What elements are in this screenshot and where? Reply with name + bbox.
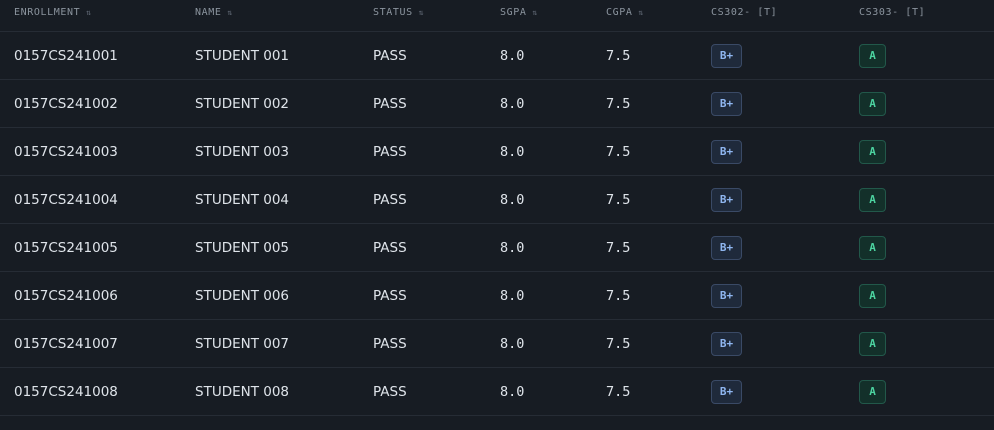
grade-badge-cs303: A — [859, 91, 886, 116]
table-body: 0157CS241001 STUDENT 001 PASS 8.0 7.5 B+… — [0, 32, 994, 416]
cgpa-cell: 7.5 — [606, 47, 631, 64]
column-header-label: CS302- [T] — [711, 7, 778, 18]
table-row[interactable]: 0157CS241004 STUDENT 004 PASS 8.0 7.5 B+… — [0, 176, 994, 224]
cgpa-cell: 7.5 — [606, 383, 631, 400]
sort-icon[interactable]: ⇅ — [532, 8, 538, 17]
sgpa-cell: 8.0 — [500, 383, 525, 400]
grade-badge-cs302: B+ — [711, 283, 742, 308]
sort-icon[interactable]: ⇅ — [86, 8, 92, 17]
column-header-label: STATUS — [373, 7, 413, 18]
grade-badge-cs303: A — [859, 43, 886, 68]
grade-badge-cs302: B+ — [711, 331, 742, 356]
status-cell: PASS — [373, 335, 407, 352]
enrollment-cell: 0157CS241008 — [14, 383, 118, 400]
column-header-cs303: CS303- [T] — [859, 0, 925, 31]
sort-icon[interactable]: ⇅ — [227, 8, 233, 17]
status-cell: PASS — [373, 47, 407, 64]
enrollment-cell: 0157CS241007 — [14, 335, 118, 352]
status-cell: PASS — [373, 239, 407, 256]
column-header-label: CS303- [T] — [859, 7, 926, 18]
column-header-label: NAME — [195, 7, 222, 18]
sgpa-cell: 8.0 — [500, 47, 525, 64]
enrollment-cell: 0157CS241004 — [14, 191, 118, 208]
status-cell: PASS — [373, 191, 407, 208]
column-header-cs302: CS302- [T] — [711, 0, 777, 31]
name-cell: STUDENT 001 — [195, 47, 290, 64]
grade-badge-cs302: B+ — [711, 91, 742, 116]
table-row[interactable]: 0157CS241003 STUDENT 003 PASS 8.0 7.5 B+… — [0, 128, 994, 176]
table-header: ENROLLMENT ⇅ NAME ⇅ STATUS ⇅ SGPA ⇅ CGPA… — [0, 0, 994, 32]
name-cell: STUDENT 003 — [195, 143, 290, 160]
table-row[interactable]: 0157CS241005 STUDENT 005 PASS 8.0 7.5 B+… — [0, 224, 994, 272]
table-row[interactable]: 0157CS241008 STUDENT 008 PASS 8.0 7.5 B+… — [0, 368, 994, 416]
table-row[interactable]: 0157CS241001 STUDENT 001 PASS 8.0 7.5 B+… — [0, 32, 994, 80]
cgpa-cell: 7.5 — [606, 143, 631, 160]
grade-badge-cs303: A — [859, 187, 886, 212]
column-header-cgpa[interactable]: CGPA ⇅ — [606, 0, 644, 31]
cgpa-cell: 7.5 — [606, 287, 631, 304]
cgpa-cell: 7.5 — [606, 239, 631, 256]
table-row[interactable]: 0157CS241006 STUDENT 006 PASS 8.0 7.5 B+… — [0, 272, 994, 320]
cgpa-cell: 7.5 — [606, 191, 631, 208]
sgpa-cell: 8.0 — [500, 191, 525, 208]
grade-badge-cs303: A — [859, 379, 886, 404]
name-cell: STUDENT 007 — [195, 335, 290, 352]
column-header-sgpa[interactable]: SGPA ⇅ — [500, 0, 538, 31]
sgpa-cell: 8.0 — [500, 287, 525, 304]
grade-badge-cs302: B+ — [711, 187, 742, 212]
grade-badge-cs303: A — [859, 235, 886, 260]
grade-badge-cs302: B+ — [711, 139, 742, 164]
status-cell: PASS — [373, 287, 407, 304]
name-cell: STUDENT 005 — [195, 239, 290, 256]
grade-badge-cs302: B+ — [711, 43, 742, 68]
grade-badge-cs302: B+ — [711, 235, 742, 260]
column-header-name[interactable]: NAME ⇅ — [195, 0, 233, 31]
cgpa-cell: 7.5 — [606, 95, 631, 112]
grade-badge-cs302: B+ — [711, 379, 742, 404]
enrollment-cell: 0157CS241006 — [14, 287, 118, 304]
enrollment-cell: 0157CS241005 — [14, 239, 118, 256]
table-row[interactable]: 0157CS241002 STUDENT 002 PASS 8.0 7.5 B+… — [0, 80, 994, 128]
enrollment-cell: 0157CS241003 — [14, 143, 118, 160]
status-cell: PASS — [373, 143, 407, 160]
grade-badge-cs303: A — [859, 331, 886, 356]
grade-badge-cs303: A — [859, 139, 886, 164]
column-header-label: ENROLLMENT — [14, 7, 81, 18]
sort-icon[interactable]: ⇅ — [638, 8, 644, 17]
column-header-enrollment[interactable]: ENROLLMENT ⇅ — [14, 0, 92, 31]
sgpa-cell: 8.0 — [500, 335, 525, 352]
sgpa-cell: 8.0 — [500, 95, 525, 112]
name-cell: STUDENT 004 — [195, 191, 290, 208]
name-cell: STUDENT 006 — [195, 287, 290, 304]
sgpa-cell: 8.0 — [500, 239, 525, 256]
enrollment-cell: 0157CS241001 — [14, 47, 118, 64]
column-header-label: CGPA — [606, 7, 633, 18]
column-header-status[interactable]: STATUS ⇅ — [373, 0, 424, 31]
name-cell: STUDENT 008 — [195, 383, 290, 400]
table-row[interactable]: 0157CS241007 STUDENT 007 PASS 8.0 7.5 B+… — [0, 320, 994, 368]
sgpa-cell: 8.0 — [500, 143, 525, 160]
enrollment-cell: 0157CS241002 — [14, 95, 118, 112]
column-header-label: SGPA — [500, 7, 527, 18]
sort-icon[interactable]: ⇅ — [418, 8, 425, 17]
status-cell: PASS — [373, 95, 407, 112]
cgpa-cell: 7.5 — [606, 335, 631, 352]
name-cell: STUDENT 002 — [195, 95, 290, 112]
status-cell: PASS — [373, 383, 407, 400]
grade-badge-cs303: A — [859, 283, 886, 308]
